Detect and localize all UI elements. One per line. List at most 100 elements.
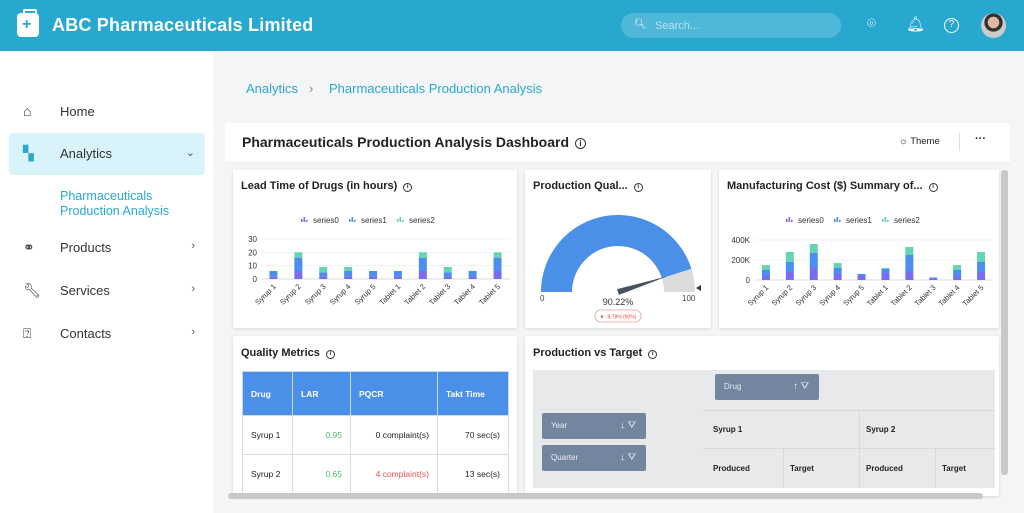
info-icon[interactable]: i <box>403 183 413 192</box>
cell-lar: 0.95 <box>292 415 351 455</box>
more-options-button[interactable]: ··· <box>975 133 986 145</box>
dashboard-title: Pharmaceuticals Production Analysis Dash… <box>242 134 570 150</box>
question-bubble-icon: ⍰ <box>23 325 32 341</box>
delta-badge <box>594 309 642 323</box>
legend-label: series2 <box>894 216 920 225</box>
sort-desc-filter-icon[interactable]: ↓ ⛛ <box>619 420 636 431</box>
card-title: Production Qual... <box>533 180 628 192</box>
bar-segment <box>493 252 502 258</box>
bar-segment <box>881 269 890 273</box>
sidebar-item-home[interactable]: ⌂ Home <box>23 103 95 119</box>
cell-takt-time: 13 sec(s) <box>437 454 509 494</box>
theme-button[interactable]: ☼ Theme <box>899 136 940 147</box>
help-icon[interactable]: ? <box>944 18 959 33</box>
pivot-row-field-year[interactable]: Year ↓ ⛛ <box>542 413 646 439</box>
info-icon[interactable]: i <box>575 138 587 149</box>
location-icon[interactable]: ⌾ <box>867 15 877 32</box>
sort-asc-filter-icon[interactable]: ↑ ⛛ <box>792 381 809 392</box>
legend-swatch-icon <box>397 219 399 222</box>
card-title: Quality Metrics <box>241 347 320 359</box>
pivot-column-syrup-2[interactable]: Syrup 2 <box>866 425 896 434</box>
column-header-drug[interactable]: Drug <box>242 371 293 416</box>
info-icon[interactable]: i <box>648 350 658 359</box>
bar-segment <box>953 276 962 280</box>
lead-time-card: Lead Time of Drugs (in hours) i series0 se… <box>233 170 517 328</box>
sort-desc-filter-icon[interactable]: ↓ ⛛ <box>619 452 636 463</box>
sidebar-item-contacts[interactable]: ⍰ Contacts › <box>23 325 195 341</box>
target-marker <box>696 285 701 291</box>
bar-segment <box>809 244 818 253</box>
bar-segment <box>785 262 794 272</box>
sidebar-subitem-production-analysis[interactable]: Pharmaceuticals Production Analysis <box>60 189 170 218</box>
bar-segment <box>857 274 866 276</box>
bar-segment <box>761 265 770 270</box>
bar-segment <box>369 271 378 277</box>
legend-swatch-icon <box>399 217 402 222</box>
horizontal-scrollbar[interactable] <box>228 493 983 499</box>
legend-swatch-icon <box>354 220 356 222</box>
pivot-column-syrup-1[interactable]: Syrup 1 <box>713 425 743 434</box>
bar-segment <box>881 268 890 269</box>
cell-drug: Syrup 2 <box>242 454 293 494</box>
legend-swatch-icon <box>882 219 884 222</box>
bar-segment <box>833 268 842 274</box>
sun-icon: ☼ <box>899 136 911 147</box>
pivot-row-field-quarter[interactable]: Quarter ↓ ⛛ <box>542 445 646 471</box>
quality-metrics-card: Quality Metrics i Drug LAR PQCR Takt Time… <box>233 336 517 496</box>
user-avatar[interactable] <box>981 13 1006 38</box>
bar-segment <box>418 252 427 258</box>
card-title: Manufacturing Cost ($) Summary of... <box>727 180 923 192</box>
x-tick-label: Tablet 2 <box>889 283 914 308</box>
pivot-column-field-drug[interactable]: Drug ↑ ⛛ <box>715 374 819 400</box>
divider <box>935 448 936 488</box>
bar-segment <box>468 271 477 277</box>
breadcrumb-current: Pharmaceuticals Production Analysis <box>329 81 543 96</box>
medical-kit-logo-icon: + <box>17 9 39 37</box>
sidebar-item-analytics[interactable]: ▚ Analytics ⌄ <box>9 133 205 175</box>
cell-lar: 0.65 <box>292 454 351 494</box>
y-tick-label: 200K <box>731 256 750 265</box>
bar-segment <box>809 268 818 280</box>
legend-label: series0 <box>313 216 339 225</box>
x-tick-label: Syrup 3 <box>303 282 328 307</box>
pills-icon: ⚭ <box>23 239 35 255</box>
gauge-needle <box>617 276 668 295</box>
sidebar-item-products[interactable]: ⚭ Products › <box>23 239 195 255</box>
info-icon[interactable]: i <box>325 350 335 359</box>
divider <box>783 448 784 488</box>
dashboard-header: Pharmaceuticals Production Analysis Dash… <box>225 123 1010 163</box>
column-header-lar[interactable]: LAR <box>292 371 351 416</box>
table-row: Syrup 2 0.65 4 complaint(s) 13 sec(s) <box>242 454 509 494</box>
column-header-takt-time[interactable]: Takt Time <box>437 371 509 416</box>
wrench-icon: 🔧︎ <box>23 282 41 298</box>
x-tick-label: Tablet 5 <box>477 282 502 307</box>
x-tick-label: Tablet 3 <box>913 283 938 308</box>
bell-icon[interactable]: 🔔︎ <box>906 16 926 33</box>
bar-segment <box>953 265 962 270</box>
card-title: Lead Time of Drugs (in hours) <box>241 180 398 192</box>
info-icon[interactable]: i <box>633 183 643 192</box>
sidebar-item-services[interactable]: 🔧︎ Services › <box>23 282 195 298</box>
pivot-measure-produced: Produced <box>713 464 750 473</box>
search-input[interactable] <box>621 13 841 38</box>
cell-drug: Syrup 1 <box>242 415 293 455</box>
cell-pqcr: 0 complaint(s) <box>350 415 438 455</box>
bar-segment <box>493 257 502 271</box>
legend-label: series0 <box>798 216 824 225</box>
info-icon[interactable]: i <box>928 183 938 192</box>
legend-swatch-icon <box>351 217 354 222</box>
y-tick-label: 20 <box>248 248 257 257</box>
bar-segment <box>443 272 452 277</box>
legend-label: series1 <box>846 216 872 225</box>
x-tick-label: Syrup 3 <box>794 283 819 308</box>
y-tick-label: 0 <box>746 276 751 285</box>
dashboard-icon: ▚ <box>23 145 34 161</box>
bar-segment <box>857 276 866 280</box>
bar-segment <box>977 252 986 262</box>
production-vs-target-card: Production vs Target i Drug ↑ ⛛ Year ↓ ⛛ Qu… <box>525 336 999 496</box>
x-tick-label: Syrup 5 <box>353 282 378 307</box>
breadcrumb-analytics[interactable]: Analytics <box>246 81 299 96</box>
vertical-scrollbar[interactable] <box>1001 170 1008 475</box>
legend-swatch-icon <box>303 217 306 222</box>
column-header-pqcr[interactable]: PQCR <box>350 371 438 416</box>
